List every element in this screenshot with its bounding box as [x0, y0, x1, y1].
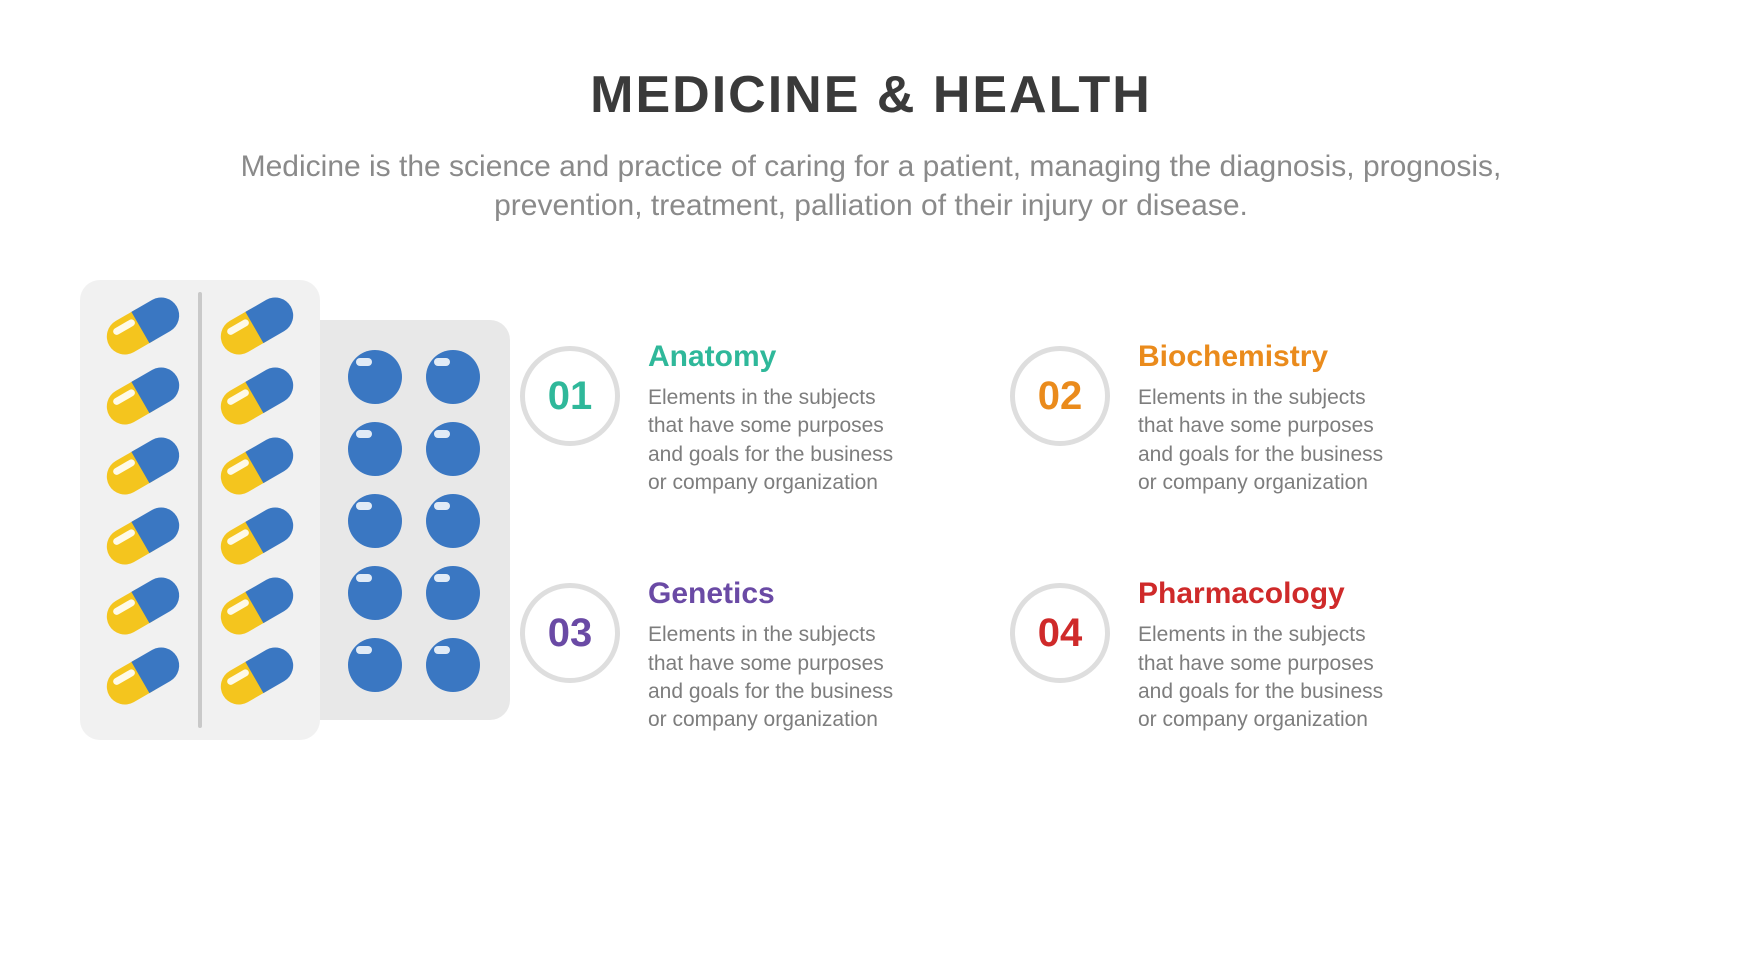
tablet-icon [348, 566, 402, 620]
topic-grid: 01 Anatomy Elements in the subjects that h… [520, 340, 1420, 735]
topic-body: Elements in the subjects that have some … [648, 621, 908, 734]
tablet-icon [426, 638, 480, 692]
topic-text: Anatomy Elements in the subjects that hav… [648, 340, 908, 497]
infographic-page: MEDICINE & HEALTH Medicine is the scienc… [0, 0, 1742, 980]
topic-number-badge: 02 [1010, 346, 1110, 446]
topic-number-badge: 01 [520, 346, 620, 446]
pill-pack-illustration [80, 280, 480, 750]
topic-body: Elements in the subjects that have some … [1138, 621, 1398, 734]
tablet-icon [426, 494, 480, 548]
tablet-icon [348, 494, 402, 548]
tablet-icon [348, 350, 402, 404]
topic-title: Anatomy [648, 340, 908, 374]
topic-item: 03 Genetics Elements in the subjects that … [520, 577, 930, 734]
page-title: MEDICINE & HEALTH [100, 65, 1642, 125]
header: MEDICINE & HEALTH Medicine is the scienc… [0, 65, 1742, 225]
topic-number-badge: 04 [1010, 583, 1110, 683]
topic-text: Genetics Elements in the subjects that ha… [648, 577, 908, 734]
topic-text: Biochemistry Elements in the subjects tha… [1138, 340, 1398, 497]
topic-text: Pharmacology Elements in the subjects tha… [1138, 577, 1398, 734]
topic-body: Elements in the subjects that have some … [1138, 384, 1398, 497]
tablet-icon [426, 422, 480, 476]
tablet-icon [348, 422, 402, 476]
tablet-icon [426, 350, 480, 404]
topic-number-badge: 03 [520, 583, 620, 683]
topic-item: 02 Biochemistry Elements in the subjects t… [1010, 340, 1420, 497]
topic-title: Biochemistry [1138, 340, 1398, 374]
topic-item: 04 Pharmacology Elements in the subjects t… [1010, 577, 1420, 734]
topic-title: Pharmacology [1138, 577, 1398, 611]
topic-item: 01 Anatomy Elements in the subjects that h… [520, 340, 930, 497]
tablet-icon [426, 566, 480, 620]
tablet-icon [348, 638, 402, 692]
page-subtitle: Medicine is the science and practice of … [181, 147, 1561, 225]
topic-title: Genetics [648, 577, 908, 611]
pack-midline [198, 292, 202, 728]
topic-body: Elements in the subjects that have some … [648, 384, 908, 497]
content-body: 01 Anatomy Elements in the subjects that h… [0, 280, 1742, 780]
